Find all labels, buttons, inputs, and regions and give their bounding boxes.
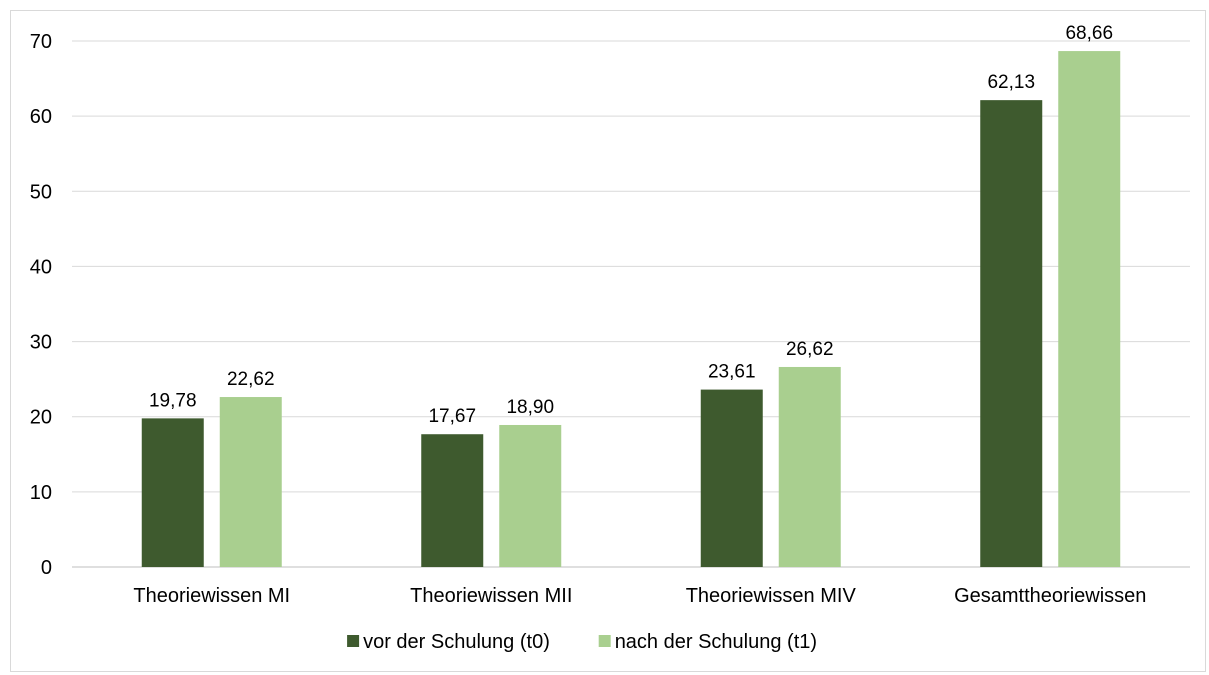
x-category-label: Theoriewissen MIV xyxy=(686,585,857,607)
y-tick-label: 60 xyxy=(30,106,52,128)
bar xyxy=(1058,51,1121,567)
legend-label: nach der Schulung (t1) xyxy=(615,631,817,653)
x-category-label: Theoriewissen MI xyxy=(133,585,290,607)
x-category-label: Theoriewissen MII xyxy=(410,585,572,607)
bar xyxy=(219,397,282,567)
data-label: 26,62 xyxy=(786,339,834,360)
y-tick-label: 30 xyxy=(30,332,52,354)
bar xyxy=(421,434,484,567)
legend-swatch xyxy=(347,635,360,647)
data-label: 68,66 xyxy=(1065,23,1113,44)
y-tick-label: 0 xyxy=(41,557,52,579)
bar xyxy=(778,366,841,567)
bar xyxy=(141,418,204,567)
y-tick-label: 50 xyxy=(30,181,52,203)
y-tick-label: 20 xyxy=(30,407,52,429)
y-tick-label: 10 xyxy=(30,482,52,504)
legend-swatch xyxy=(598,635,611,647)
data-label: 18,90 xyxy=(506,397,554,418)
legend-label: vor der Schulung (t0) xyxy=(363,631,550,653)
data-label: 62,13 xyxy=(987,72,1035,93)
y-tick-label: 40 xyxy=(30,256,52,278)
x-category-label: Gesamttheoriewissen xyxy=(954,585,1146,607)
bar xyxy=(700,389,763,567)
data-label: 19,78 xyxy=(149,390,197,411)
data-label: 23,61 xyxy=(708,362,756,383)
data-label: 17,67 xyxy=(428,406,476,427)
data-label: 22,62 xyxy=(227,369,275,390)
bar xyxy=(980,100,1043,568)
y-tick-label: 70 xyxy=(30,31,52,53)
bar xyxy=(499,424,562,567)
